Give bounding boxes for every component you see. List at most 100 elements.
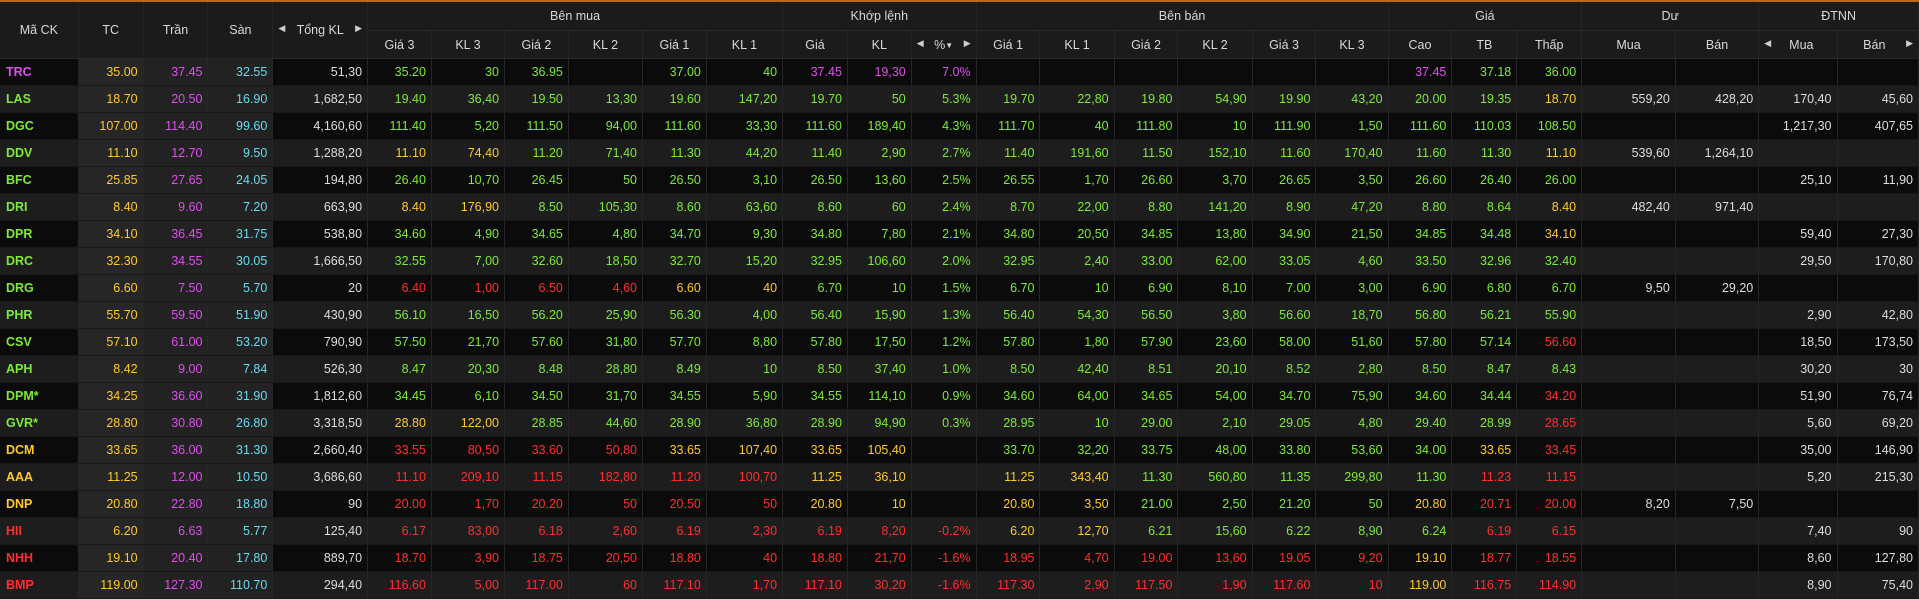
table-row[interactable]: HII 6.20 6.63 5.77 125,40 6.17 83,00 6.18 2,60 6.… <box>0 517 1919 545</box>
table-row[interactable]: DPR 34.10 36.45 31.75 538,80 34.60 4,90 34.65 4,… <box>0 220 1919 248</box>
match-change-pct: 7.0% <box>911 58 977 86</box>
col-sell-gia3[interactable]: Giá 3 <box>1252 30 1317 59</box>
sell-price-2: 111.80 <box>1114 112 1179 140</box>
table-row[interactable]: DGC 107.00 114.40 99.60 4,160,60 111.40 5,20 11… <box>0 112 1919 140</box>
table-row[interactable]: DPM* 34.25 36.60 31.90 1,812,60 34.45 6,10 34.5… <box>0 382 1919 410</box>
ceiling-price: 127.30 <box>143 571 209 599</box>
foreign-sell <box>1837 274 1919 302</box>
col-sell-gia2[interactable]: Giá 2 <box>1114 30 1179 59</box>
col-du-mua[interactable]: Mua <box>1581 30 1676 59</box>
table-row[interactable]: DDV 11.10 12.70 9.50 1,288,20 11.10 74,40 11.20… <box>0 139 1919 167</box>
col-dtnn-mua[interactable]: ◀ Mua <box>1758 30 1838 59</box>
total-volume: 90 <box>272 490 369 518</box>
col-buy-kl3[interactable]: KL 3 <box>431 30 506 59</box>
col-sell-kl3[interactable]: KL 3 <box>1315 30 1389 59</box>
col-san[interactable]: Sàn <box>207 2 274 59</box>
col-tran[interactable]: Trần <box>143 2 209 59</box>
reference-price: 33.65 <box>78 436 144 464</box>
buy-price-1: 111.60 <box>642 112 707 140</box>
table-row[interactable]: DRI 8.40 9.60 7.20 663,90 8.40 176,90 8.50 105,3… <box>0 193 1919 221</box>
match-price: 11.25 <box>782 463 848 491</box>
table-row[interactable]: CSV 57.10 61.00 53.20 790,90 57.50 21,70 57.60 3… <box>0 328 1919 356</box>
stock-code: AAA <box>0 463 79 491</box>
foreign-sell <box>1837 193 1919 221</box>
col-match-kl[interactable]: KL <box>847 30 912 59</box>
dtnn-right-icon[interactable]: ▶ <box>1906 37 1913 48</box>
buy-vol-1: 4,00 <box>706 301 784 329</box>
buy-vol-2: 2,60 <box>568 517 644 545</box>
buy-price-2: 11.20 <box>504 139 569 167</box>
buy-vol-3: 16,50 <box>431 301 506 329</box>
col-buy-gia1[interactable]: Giá 1 <box>642 30 707 59</box>
sell-vol-1: 2,40 <box>1039 247 1115 275</box>
table-row[interactable]: APH 8.42 9.00 7.84 526,30 8.47 20,30 8.48 28,80 8… <box>0 355 1919 383</box>
buy-vol-1: 44,20 <box>706 139 784 167</box>
top-accent-line <box>0 0 1919 2</box>
col-buy-kl2[interactable]: KL 2 <box>568 30 644 59</box>
table-row[interactable]: BMP 119.00 127.30 110.70 294,40 116.60 5,00 117… <box>0 571 1919 599</box>
buy-price-3: 26.40 <box>367 166 432 194</box>
table-row[interactable]: DNP 20.80 22.80 18.80 90 20.00 1,70 20.20 50 20.5… <box>0 490 1919 518</box>
sell-vol-3: 3,50 <box>1315 166 1389 194</box>
col-sell-gia1[interactable]: Giá 1 <box>976 30 1041 59</box>
match-change-pct: 0.9% <box>911 382 977 410</box>
col-match-gia[interactable]: Giá <box>782 30 848 59</box>
buy-price-2: 33.60 <box>504 436 569 464</box>
buy-vol-3: 80,50 <box>431 436 506 464</box>
sell-vol-1: 10 <box>1039 409 1115 437</box>
table-row[interactable]: PHR 55.70 59.50 51.90 430,90 56.10 16,50 56.20 2… <box>0 301 1919 329</box>
remaining-buy: 482,40 <box>1581 193 1676 221</box>
reference-price: 18.70 <box>78 85 144 113</box>
scroll-right-icon[interactable]: ▶ <box>355 23 363 33</box>
col-ma-ck[interactable]: Mã CK <box>0 2 79 59</box>
scroll-left-icon[interactable]: ◀ <box>278 23 286 33</box>
sort-down-icon[interactable]: ▼ <box>945 40 954 50</box>
table-row[interactable]: DRG 6.60 7.50 5.70 20 6.40 1,00 6.50 4,60 6.60 40 6… <box>0 274 1919 302</box>
col-buy-gia2[interactable]: Giá 2 <box>504 30 569 59</box>
col-cao[interactable]: Cao <box>1388 30 1453 59</box>
pct-left-icon[interactable]: ◀ <box>916 37 924 48</box>
col-buy-gia3[interactable]: Giá 3 <box>367 30 432 59</box>
buy-vol-1: 10 <box>706 355 784 383</box>
table-row[interactable]: LAS 18.70 20.50 16.90 1,682,50 19.40 36,40 19.5… <box>0 85 1919 113</box>
ceiling-price: 9.00 <box>143 355 209 383</box>
remaining-buy <box>1581 220 1676 248</box>
sell-price-3: 33.80 <box>1252 436 1317 464</box>
table-row[interactable]: TRC 35.00 37.45 32.55 51,30 35.20 30 36.95 37.00… <box>0 58 1919 86</box>
col-dtnn-ban[interactable]: Bán ▶ <box>1837 30 1919 59</box>
col-buy-kl1[interactable]: KL 1 <box>706 30 784 59</box>
col-sell-kl1[interactable]: KL 1 <box>1039 30 1115 59</box>
low-price: 8.43 <box>1516 355 1583 383</box>
buy-price-2: 11.15 <box>504 463 569 491</box>
table-row[interactable]: NHH 19.10 20.40 17.80 889,70 18.70 3,90 18.75 20… <box>0 544 1919 572</box>
low-price: 36.00 <box>1516 58 1583 86</box>
remaining-sell <box>1675 463 1760 491</box>
col-thap[interactable]: Thấp <box>1516 30 1583 59</box>
col-tong-kl[interactable]: ◀ Tổng KL ▶ <box>272 2 369 59</box>
buy-price-3: 33.55 <box>367 436 432 464</box>
col-du-ban[interactable]: Bán <box>1675 30 1760 59</box>
sell-vol-3: 18,70 <box>1315 301 1389 329</box>
dtnn-left-icon[interactable]: ◀ <box>1764 37 1772 48</box>
sell-vol-1: 10 <box>1039 274 1115 302</box>
ceiling-price: 30.80 <box>143 409 209 437</box>
sell-price-1: 8.70 <box>976 193 1041 221</box>
sell-price-2: 26.60 <box>1114 166 1179 194</box>
col-sell-kl2[interactable]: KL 2 <box>1177 30 1253 59</box>
sell-vol-3: 21,50 <box>1315 220 1389 248</box>
sell-vol-3: 43,20 <box>1315 85 1389 113</box>
foreign-sell: 170,80 <box>1837 247 1919 275</box>
pct-right-icon[interactable]: ▶ <box>963 37 971 48</box>
group-du: Dư <box>1581 2 1760 31</box>
col-tb[interactable]: TB <box>1451 30 1518 59</box>
table-row[interactable]: GVR* 28.80 30.80 26.80 3,318,50 28.80 122,00 28… <box>0 409 1919 437</box>
foreign-buy <box>1758 490 1838 518</box>
col-tc[interactable]: TC <box>78 2 144 59</box>
table-row[interactable]: DRC 32.30 34.55 30.05 1,666,50 32.55 7,00 32.60… <box>0 247 1919 275</box>
avg-price: 6.19 <box>1451 517 1518 545</box>
table-row[interactable]: DCM 33.65 36.00 31.30 2,660,40 33.55 80,50 33.6… <box>0 436 1919 464</box>
col-match-pct[interactable]: ◀ %▼ ▶ <box>911 30 977 59</box>
remaining-sell <box>1675 328 1760 356</box>
table-row[interactable]: AAA 11.25 12.00 10.50 3,686,60 11.10 209,10 11.… <box>0 463 1919 491</box>
table-row[interactable]: BFC 25.85 27.65 24.05 194,80 26.40 10,70 26.45 5… <box>0 166 1919 194</box>
